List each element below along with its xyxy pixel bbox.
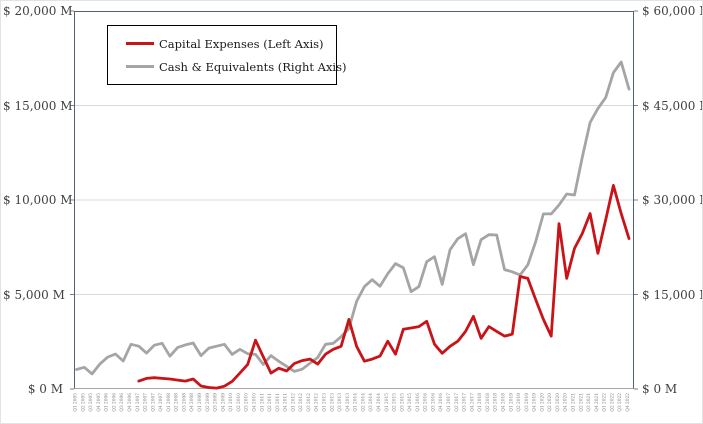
x-axis-tick-label: Q3 2010 bbox=[245, 393, 250, 412]
x-axis-tick-label: Q2 2007 bbox=[144, 393, 149, 412]
x-axis-tick-label: Q4 2015 bbox=[408, 393, 413, 412]
x-axis-tick-label: Q3 2015 bbox=[400, 393, 405, 412]
x-axis-tick-label: Q1 2011 bbox=[260, 393, 265, 412]
x-axis-tick-label: Q4 2008 bbox=[190, 393, 195, 412]
x-axis-tick-label: Q2 2013 bbox=[330, 393, 335, 412]
x-axis-tick-label: Q3 2016 bbox=[431, 393, 436, 412]
x-axis-tick-label: Q4 2019 bbox=[533, 393, 538, 412]
x-axis-tick-label: Q2 2006 bbox=[112, 393, 117, 412]
x-axis-tick-label: Q4 2017 bbox=[470, 393, 475, 412]
x-axis-tick-label: Q4 2014 bbox=[377, 393, 382, 412]
x-axis-tick-label: Q1 2006 bbox=[105, 393, 110, 412]
x-axis-tick-label: Q1 2019 bbox=[509, 393, 514, 412]
x-axis-tick-label: Q4 2007 bbox=[159, 393, 164, 412]
x-axis-tick-label: Q1 2016 bbox=[416, 393, 421, 412]
x-axis-tick-label: Q4 2020 bbox=[564, 393, 569, 412]
right-axis-tick-label: $ 60,000 M bbox=[642, 4, 702, 18]
x-axis-tick-label: Q2 2008 bbox=[175, 393, 180, 412]
legend-item-cash-equivalents: Cash & Equivalents (Right Axis) bbox=[126, 60, 347, 74]
x-axis-tick-label: Q2 2012 bbox=[299, 393, 304, 412]
x-axis-tick-label: Q3 2018 bbox=[494, 393, 499, 412]
left-axis-tick-label: $ 15,000 M bbox=[3, 98, 73, 113]
x-axis-tick-label: Q2 2014 bbox=[361, 393, 366, 412]
x-axis-tick-label: Q1 2009 bbox=[198, 393, 203, 412]
x-axis-tick-label: Q4 2010 bbox=[252, 393, 257, 412]
x-axis-tick-label: Q3 2011 bbox=[276, 393, 281, 412]
x-axis-tick-label: Q3 2021 bbox=[587, 393, 592, 412]
x-axis-tick-label: Q3 2005 bbox=[89, 393, 94, 412]
x-axis-tick-label: Q3 2013 bbox=[338, 393, 343, 412]
left-axis-tick-label: $ 20,000 M bbox=[3, 4, 73, 18]
x-axis-tick-label: Q3 2008 bbox=[182, 393, 187, 412]
x-axis-tick-label: Q1 2013 bbox=[323, 393, 328, 412]
x-axis-tick-label: Q3 2020 bbox=[556, 393, 561, 412]
x-axis-tick-label: Q4 2016 bbox=[439, 393, 444, 412]
x-axis-tick-label: Q1 2014 bbox=[354, 393, 359, 412]
x-axis-tick-label: Q4 2006 bbox=[128, 393, 133, 412]
chart-legend: Capital Expenses (Left Axis) Cash & Equi… bbox=[107, 25, 347, 85]
x-axis-tick-label: Q2 2021 bbox=[579, 393, 584, 412]
left-axis-tick-label: $ 0 M bbox=[27, 382, 63, 396]
x-axis-tick-label: Q1 2020 bbox=[540, 393, 545, 412]
x-axis-tick-label: Q1 2022 bbox=[603, 393, 608, 412]
x-axis-tick-label: Q1 2015 bbox=[385, 393, 390, 412]
right-axis-tick-label: $ 0 M bbox=[642, 382, 678, 396]
x-axis-tick-label: Q4 2009 bbox=[221, 393, 226, 412]
cash-line-swatch bbox=[126, 64, 154, 69]
legend-label-cash: Cash & Equivalents (Right Axis) bbox=[159, 59, 347, 74]
x-axis-tick-label: Q3 2017 bbox=[463, 393, 468, 412]
x-axis-tick-label: Q4 2005 bbox=[97, 393, 102, 412]
x-axis-tick-label: Q3 2007 bbox=[151, 393, 156, 412]
legend-item-capital-expenses: Capital Expenses (Left Axis) bbox=[126, 37, 336, 51]
x-axis-tick-label: Q3 2012 bbox=[307, 393, 312, 412]
left-axis-tick-label: $ 10,000 M bbox=[3, 193, 73, 207]
x-axis-tick-label: Q1 2012 bbox=[291, 393, 296, 412]
x-axis-tick-label: Q1 2017 bbox=[447, 393, 452, 412]
x-axis-tick-label: Q4 2018 bbox=[501, 393, 506, 412]
x-axis-tick-label: Q4 2022 bbox=[626, 393, 631, 412]
x-axis-tick-label: Q1 2008 bbox=[167, 393, 172, 412]
x-axis-tick-label: Q3 2006 bbox=[120, 393, 125, 412]
right-axis-tick-label: $ 30,000 M bbox=[642, 193, 702, 207]
x-axis-tick-label: Q3 2009 bbox=[214, 393, 219, 412]
legend-label-capex: Capital Expenses (Left Axis) bbox=[159, 36, 324, 51]
x-axis-tick-label: Q2 2016 bbox=[424, 393, 429, 412]
x-axis-tick-label: Q4 2013 bbox=[346, 393, 351, 412]
x-axis-tick-label: Q3 2014 bbox=[369, 393, 374, 412]
cash-equivalents-line bbox=[75, 60, 631, 376]
x-axis-tick-label: Q1 2007 bbox=[136, 393, 141, 412]
x-axis-tick-label: Q1 2005 bbox=[74, 393, 79, 412]
capex-line-swatch bbox=[126, 41, 154, 46]
x-axis-tick-label: Q2 2011 bbox=[268, 393, 273, 412]
x-axis-tick-label: Q1 2018 bbox=[478, 393, 483, 412]
right-axis-tick-label: $ 15,000 M bbox=[642, 287, 702, 302]
x-axis-tick-label: Q4 2011 bbox=[284, 393, 289, 412]
x-axis-tick-label: Q3 2019 bbox=[525, 393, 530, 412]
x-axis-tick-label: Q2 2017 bbox=[455, 393, 460, 412]
x-axis-tick-label: Q2 2022 bbox=[610, 393, 615, 412]
x-axis-tick-label: Q2 2020 bbox=[548, 393, 553, 412]
x-axis-tick-label: Q2 2009 bbox=[206, 393, 211, 412]
capital-expenses-line bbox=[137, 183, 631, 390]
x-axis-tick-label: Q1 2021 bbox=[572, 393, 577, 412]
x-axis-tick-label: Q2 2015 bbox=[393, 393, 398, 412]
x-axis-tick-label: Q2 2005 bbox=[81, 393, 86, 412]
x-axis-tick-label: Q3 2022 bbox=[618, 393, 623, 412]
x-axis-tick-label: Q4 2012 bbox=[315, 393, 320, 412]
left-axis-tick-label: $ 5,000 M bbox=[3, 287, 65, 302]
x-axis-tick-label: Q2 2010 bbox=[237, 393, 242, 412]
x-axis-tick-label: Q1 2010 bbox=[229, 393, 234, 412]
x-axis-tick-label: Q2 2019 bbox=[517, 393, 522, 412]
x-axis-tick-label: Q2 2018 bbox=[486, 393, 491, 412]
x-axis-tick-label: Q4 2021 bbox=[595, 393, 600, 412]
right-axis-tick-label: $ 45,000 M bbox=[642, 98, 702, 113]
